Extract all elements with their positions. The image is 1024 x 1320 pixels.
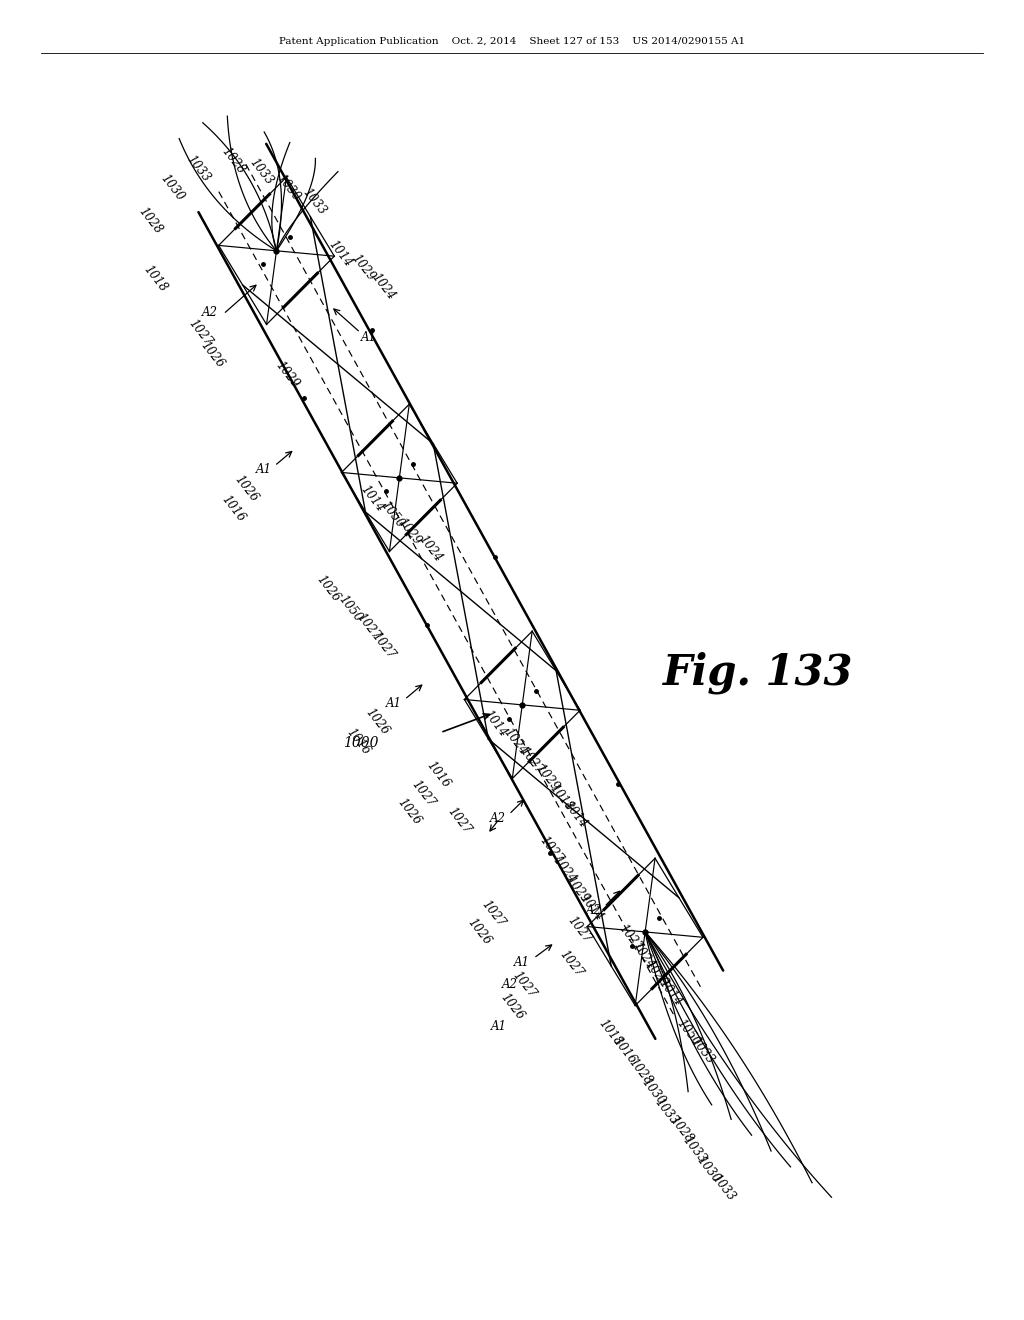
Text: 1016: 1016 [219, 492, 248, 524]
Text: 1024: 1024 [369, 271, 397, 302]
Text: 1026: 1026 [362, 706, 391, 738]
Text: 1029: 1029 [272, 359, 301, 391]
Text: 1016: 1016 [610, 1035, 639, 1067]
Text: 1030: 1030 [158, 172, 186, 203]
Text: 1028: 1028 [136, 205, 165, 236]
Text: 1028: 1028 [626, 1056, 654, 1088]
Text: 1033: 1033 [652, 1096, 681, 1127]
Text: A2: A2 [502, 978, 518, 991]
Text: 1026: 1026 [231, 473, 260, 504]
Text: 1014: 1014 [655, 977, 684, 1008]
Text: 1016: 1016 [344, 726, 373, 758]
Text: 1033: 1033 [680, 1134, 709, 1166]
Text: 1024: 1024 [501, 726, 529, 758]
Text: 1026: 1026 [465, 916, 494, 948]
Text: 1024: 1024 [416, 533, 444, 565]
Text: A2: A2 [489, 812, 506, 825]
Text: 1033: 1033 [300, 186, 329, 218]
Text: 1029: 1029 [563, 874, 592, 906]
Text: 1030: 1030 [273, 172, 302, 203]
Text: 1050: 1050 [336, 593, 365, 624]
Text: 1014: 1014 [326, 238, 354, 269]
Text: Fig. 133: Fig. 133 [663, 652, 853, 694]
Text: A1: A1 [490, 1020, 507, 1034]
Text: 1014: 1014 [577, 892, 605, 924]
Text: 1027: 1027 [354, 611, 383, 643]
Text: 1027: 1027 [409, 777, 437, 809]
Text: 1028: 1028 [667, 1114, 695, 1146]
Text: 1029: 1029 [349, 252, 378, 284]
Text: 1014: 1014 [357, 483, 386, 515]
Text: 1027: 1027 [510, 969, 539, 1001]
Text: A1: A1 [256, 463, 272, 477]
Text: 1027: 1027 [557, 948, 586, 979]
Text: 1024: 1024 [550, 854, 579, 886]
Text: 1027: 1027 [565, 913, 594, 945]
Text: 1016: 1016 [424, 759, 453, 791]
Text: 1033: 1033 [688, 1035, 717, 1067]
Text: 1026: 1026 [395, 796, 424, 828]
Text: 1018: 1018 [596, 1016, 625, 1048]
Text: 1033: 1033 [184, 153, 213, 185]
Text: 1014: 1014 [481, 708, 510, 739]
Text: 1033: 1033 [709, 1172, 737, 1204]
Text: 1050: 1050 [378, 499, 407, 531]
Text: 1030: 1030 [694, 1154, 723, 1185]
Text: 1030: 1030 [639, 1076, 668, 1107]
Text: A2: A2 [586, 904, 602, 917]
Text: 1027: 1027 [369, 630, 397, 661]
Text: 1027: 1027 [517, 744, 546, 776]
Text: 1027: 1027 [479, 898, 508, 929]
Text: A1: A1 [360, 331, 377, 345]
Text: 1026: 1026 [313, 573, 342, 605]
Text: 1024: 1024 [629, 940, 657, 972]
Text: 1000: 1000 [343, 737, 378, 750]
Text: 1027: 1027 [444, 805, 473, 837]
Text: A1: A1 [386, 697, 402, 710]
Text: 1026: 1026 [498, 991, 526, 1023]
Text: 1027: 1027 [615, 921, 644, 953]
Text: 1050: 1050 [674, 1016, 702, 1048]
Text: 1029: 1029 [395, 516, 424, 548]
Text: A2: A2 [202, 306, 218, 319]
Text: 1014: 1014 [561, 799, 590, 830]
Text: Patent Application Publication    Oct. 2, 2014    Sheet 127 of 153    US 2014/02: Patent Application Publication Oct. 2, 2… [279, 37, 745, 46]
Text: 1029: 1029 [642, 958, 671, 990]
Text: 1028: 1028 [219, 145, 248, 177]
Text: 1027: 1027 [185, 317, 214, 348]
Text: 1029: 1029 [532, 762, 561, 793]
Text: 1033: 1033 [247, 156, 275, 187]
Text: 1018: 1018 [547, 781, 575, 813]
Text: 1027: 1027 [537, 834, 565, 866]
Text: 1018: 1018 [141, 263, 170, 294]
Text: 1026: 1026 [198, 339, 226, 371]
Text: A1: A1 [514, 956, 530, 969]
